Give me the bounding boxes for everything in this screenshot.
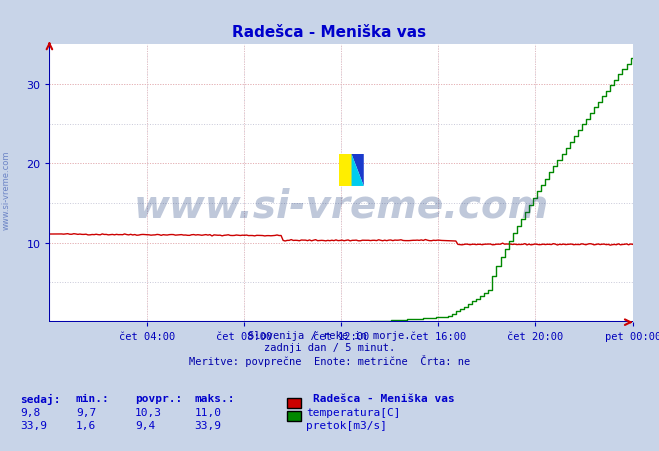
Text: Radešca - Meniška vas: Radešca - Meniška vas: [313, 393, 455, 403]
Text: min.:: min.:: [76, 393, 109, 403]
Text: 9,7: 9,7: [76, 407, 96, 417]
Text: www.si-vreme.com: www.si-vreme.com: [2, 150, 11, 229]
Text: temperatura[C]: temperatura[C]: [306, 407, 401, 417]
Text: sedaj:: sedaj:: [20, 393, 60, 404]
Text: www.si-vreme.com: www.si-vreme.com: [133, 187, 549, 225]
Text: 10,3: 10,3: [135, 407, 162, 417]
Text: maks.:: maks.:: [194, 393, 235, 403]
Text: 33,9: 33,9: [20, 420, 47, 430]
Polygon shape: [351, 155, 364, 187]
Text: 9,8: 9,8: [20, 407, 40, 417]
Text: povpr.:: povpr.:: [135, 393, 183, 403]
Bar: [339, 155, 351, 187]
Text: Meritve: povprečne  Enote: metrične  Črta: ne: Meritve: povprečne Enote: metrične Črta:…: [189, 354, 470, 366]
Polygon shape: [351, 155, 364, 187]
Text: 33,9: 33,9: [194, 420, 221, 430]
Text: 1,6: 1,6: [76, 420, 96, 430]
Text: pretok[m3/s]: pretok[m3/s]: [306, 420, 387, 430]
Text: 11,0: 11,0: [194, 407, 221, 417]
Text: zadnji dan / 5 minut.: zadnji dan / 5 minut.: [264, 342, 395, 352]
Text: 9,4: 9,4: [135, 420, 156, 430]
Text: Radešca - Meniška vas: Radešca - Meniška vas: [233, 25, 426, 40]
Text: Slovenija / reke in morje.: Slovenija / reke in morje.: [248, 331, 411, 341]
